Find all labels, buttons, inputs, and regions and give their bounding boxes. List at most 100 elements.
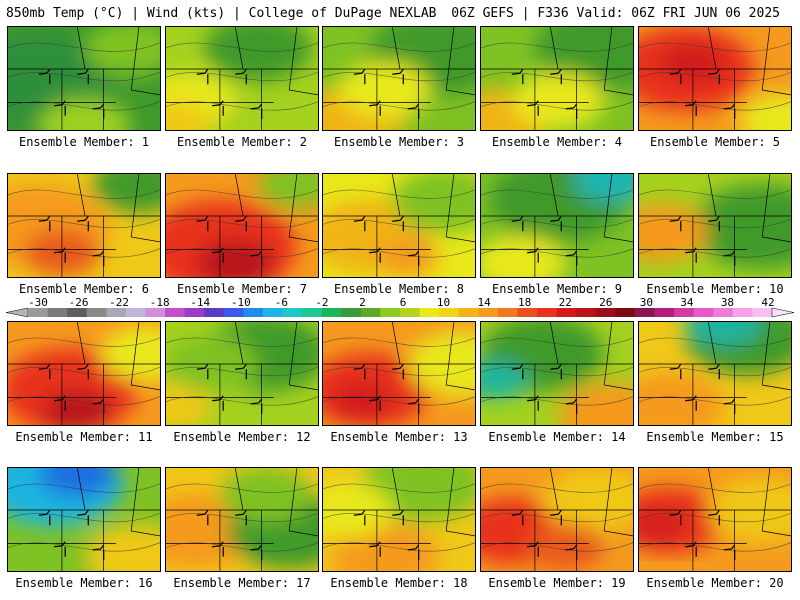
colorbar-segment [458, 308, 479, 317]
wind-barb [708, 68, 720, 85]
temperature-field-map [8, 27, 160, 130]
colorbar-tick-label: -6 [275, 296, 288, 309]
colorbar-segment [28, 308, 49, 317]
contour-line [323, 542, 475, 552]
contour-line [323, 512, 475, 523]
temperature-anomaly-region [639, 203, 709, 261]
colorbar-segment [537, 308, 558, 317]
ensemble-panel [7, 467, 161, 572]
colorbar-segment [576, 308, 597, 317]
wind-barb [669, 363, 682, 380]
wind-barb [708, 509, 720, 526]
colorbar-segment [634, 308, 656, 317]
wind-barb [54, 395, 66, 411]
contour-line [639, 483, 791, 493]
wind-barb [235, 215, 247, 232]
wind-barb [723, 103, 736, 119]
wind-barb [511, 363, 524, 380]
ensemble-member-label: Ensemble Member: 17 [173, 576, 311, 590]
boundary-line [761, 174, 791, 243]
boundary-line [761, 468, 791, 537]
contour-line [166, 248, 318, 258]
contour-line [323, 189, 475, 199]
colorbar-segment [204, 308, 225, 317]
wind-barb [685, 247, 697, 263]
ensemble-panel [638, 173, 792, 278]
temperature-field-map [323, 322, 475, 425]
wind-barb [250, 103, 263, 119]
contour-line [166, 337, 318, 347]
temperature-anomaly-region [481, 234, 566, 277]
colorbar-segment [360, 308, 381, 317]
wind-barb [92, 250, 105, 266]
ensemble-panel [480, 467, 634, 572]
contour-line [639, 512, 791, 523]
wind-barb [550, 363, 562, 380]
colorbar-tick-label: -26 [69, 296, 89, 309]
wind-barb [407, 398, 420, 414]
ensemble-member-label: Ensemble Member: 8 [333, 282, 465, 296]
colorbar-segment [223, 308, 244, 317]
wind-barb [369, 541, 381, 557]
ensemble-panel [165, 467, 319, 572]
wind-barb [407, 544, 420, 560]
colorbar-tick-label: 30 [640, 296, 653, 309]
contour-line [639, 189, 791, 199]
wind-barb [235, 68, 247, 85]
wind-barb [54, 247, 66, 263]
ensemble-member-label: Ensemble Member: 1 [18, 135, 150, 149]
temperature-anomaly-region [481, 360, 528, 399]
wind-barb [511, 215, 524, 232]
map-title: 850mb Temp (°C) | Wind (kts) | College o… [6, 6, 437, 21]
temperature-field-map [639, 27, 791, 130]
colorbar-tick-label: 10 [437, 296, 450, 309]
colorbar-tick-label: -10 [231, 296, 251, 309]
contour-line [8, 248, 160, 258]
contour-line [481, 189, 633, 199]
contour-line [481, 366, 633, 377]
wind-barb [77, 215, 89, 232]
temperature-anomaly-region [527, 523, 605, 571]
wind-barb [196, 509, 209, 526]
ensemble-member-label: Ensemble Member: 19 [488, 576, 626, 590]
contour-line [166, 512, 318, 523]
ensemble-panel [480, 321, 634, 426]
ensemble-member-label: Ensemble Member: 12 [173, 430, 311, 444]
boundary-line [445, 322, 475, 391]
wind-barb [723, 398, 736, 414]
wind-barb [369, 247, 381, 263]
colorbar-segment [439, 308, 460, 317]
contour-line [8, 218, 160, 229]
contour-line [166, 101, 318, 111]
boundary-line [603, 468, 633, 537]
contour-line [639, 101, 791, 111]
boundary-line [130, 468, 160, 537]
colorbar-segment [752, 308, 773, 317]
wind-barb [392, 509, 404, 526]
wind-barb [565, 103, 578, 119]
temperature-anomaly-region [338, 61, 431, 119]
temperature-anomaly-region [166, 382, 213, 425]
temperature-field-map [8, 174, 160, 277]
colorbar-segment [165, 308, 186, 317]
colorbar-tick-label: 2 [359, 296, 366, 309]
wind-barb [92, 544, 105, 560]
wind-barb [369, 395, 381, 411]
contour-line [481, 42, 633, 52]
temperature-anomaly-region [166, 103, 213, 130]
colorbar-segment [556, 308, 577, 317]
ensemble-panel [638, 26, 792, 131]
contour-line [8, 101, 160, 111]
temperature-field-map [166, 468, 318, 571]
contour-line [166, 218, 318, 229]
boundary-line [288, 468, 318, 537]
wind-barb [235, 363, 247, 380]
contour-line [8, 366, 160, 377]
contour-line [323, 483, 475, 493]
wind-barb [392, 363, 404, 380]
wind-barb [54, 100, 66, 116]
wind-barb [511, 509, 524, 526]
colorbar-segment [693, 308, 714, 317]
ensemble-member-label: Ensemble Member: 13 [330, 430, 468, 444]
wind-barb [708, 363, 720, 380]
